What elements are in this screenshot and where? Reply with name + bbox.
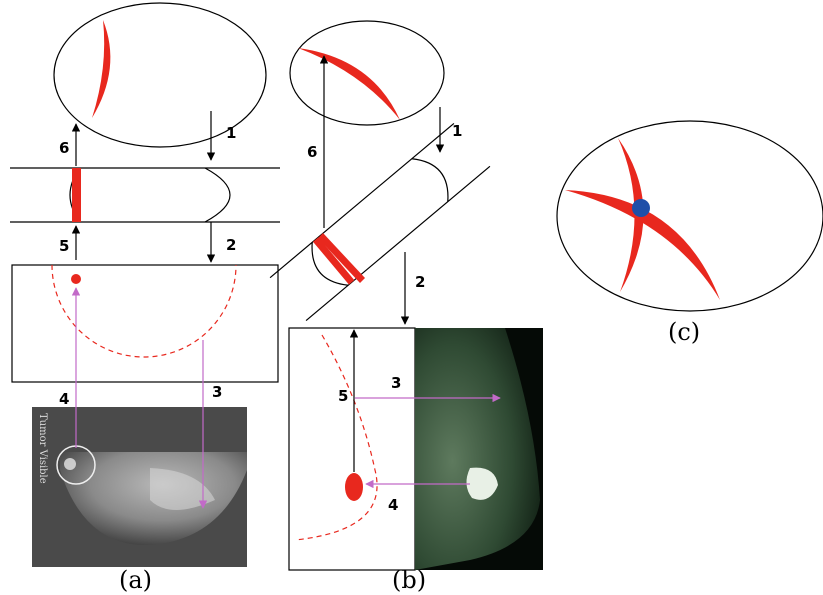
- panel-c: (c): [556, 120, 823, 346]
- panel-b-breast-outline: [294, 334, 378, 541]
- panel-a-step-2: 2: [226, 236, 236, 254]
- panel-b-mammogram-image: [415, 328, 543, 570]
- panel-a-step-1: 1: [226, 124, 236, 142]
- panel-a-step-5: 5: [59, 237, 69, 255]
- panel-b-step-6: 6: [307, 143, 317, 161]
- panel-a: Tumor Visible 1 2 3 4 5 6 (a): [10, 2, 280, 594]
- panel-b-step-5: 5: [338, 387, 348, 405]
- panel-b-lesion-band: [318, 233, 365, 283]
- panel-a-film-label: Tumor Visible: [37, 413, 48, 484]
- panel-b-lesion-slab: [312, 237, 355, 285]
- panel-a-step-4: 4: [59, 390, 69, 408]
- panel-c-reconstruction-ellipse: [556, 120, 823, 312]
- panel-a-compressed-breast: [10, 167, 280, 223]
- panel-b-caption: (b): [392, 566, 426, 594]
- panel-a-mammogram-image: Tumor Visible: [32, 407, 247, 567]
- tumor-intersection-marker: [632, 199, 650, 217]
- panel-a-detector-box: [11, 264, 279, 383]
- panel-b-lesion-curve: [298, 48, 400, 120]
- panel-b-tumor-dot: [345, 473, 363, 501]
- panel-a-step-6: 6: [59, 139, 69, 157]
- panel-a-lesion-slab: [72, 168, 81, 222]
- panel-b-step-1: 1: [452, 122, 462, 140]
- panel-b-compressed-breast: [269, 122, 491, 322]
- panel-c-caption: (c): [668, 318, 700, 346]
- panel-b-step-4: 4: [388, 496, 398, 514]
- panel-a-caption: (a): [119, 566, 152, 594]
- panel-a-step-3: 3: [212, 383, 222, 401]
- panel-b-detector-box: [288, 327, 416, 571]
- panel-a-breast-outline: [51, 264, 237, 358]
- panel-a-reconstruction-ellipse: [53, 2, 267, 148]
- panel-b-step-3: 3: [391, 374, 401, 392]
- panel-a-lesion-curve: [92, 20, 111, 118]
- panel-b-reconstruction-ellipse: [289, 20, 445, 126]
- panel-b-step-2: 2: [415, 273, 425, 291]
- panel-c-lesion-curve-1: [618, 138, 644, 292]
- panel-a-tumor-dot: [71, 274, 81, 284]
- panel-b: 1 2 3 4 5 6 (b): [269, 20, 543, 594]
